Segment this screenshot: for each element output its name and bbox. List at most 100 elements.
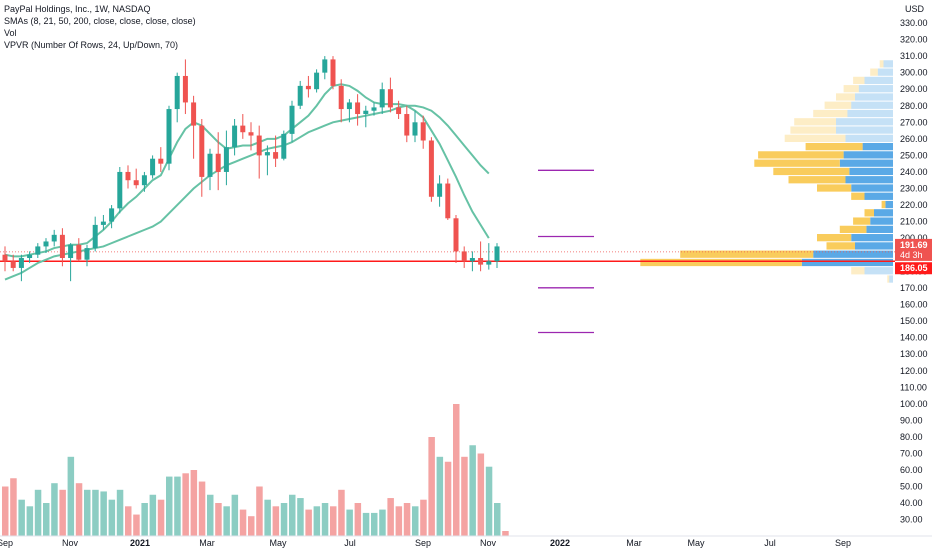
vp-up-bar	[849, 167, 893, 176]
candle[interactable]	[76, 238, 82, 262]
candle[interactable]	[125, 165, 131, 189]
vp-down-bar	[773, 167, 850, 176]
candle[interactable]	[387, 77, 393, 113]
volume-bar	[305, 509, 312, 536]
candle-body	[322, 59, 328, 73]
candle[interactable]	[68, 243, 74, 282]
candle[interactable]	[223, 130, 229, 186]
legend-volume-indicator[interactable]: Vol	[4, 28, 17, 38]
candle[interactable]	[486, 243, 492, 270]
candle[interactable]	[51, 229, 57, 247]
volume-bar	[330, 506, 337, 536]
candle[interactable]	[141, 171, 147, 192]
candle[interactable]	[437, 175, 443, 207]
legend-sma-indicator[interactable]: SMAs (8, 21, 50, 200, close, close, clos…	[4, 16, 196, 26]
candle[interactable]	[404, 105, 410, 143]
candle-body	[207, 153, 213, 177]
vp-down-bar	[836, 93, 855, 101]
vp-down-bar	[843, 85, 859, 93]
candle[interactable]	[420, 115, 426, 149]
candle[interactable]	[346, 99, 352, 123]
candle[interactable]	[494, 243, 500, 268]
candle[interactable]	[338, 79, 344, 123]
time-tick-label: Mar	[626, 538, 642, 548]
time-tick-label: Sep	[835, 538, 851, 548]
candle[interactable]	[43, 238, 49, 254]
candle[interactable]	[199, 118, 205, 197]
candle[interactable]	[297, 80, 303, 110]
candle[interactable]	[174, 72, 180, 123]
candle[interactable]	[363, 105, 369, 128]
candle[interactable]	[396, 100, 402, 119]
candle[interactable]	[207, 148, 213, 191]
candle[interactable]	[10, 254, 16, 272]
candle[interactable]	[453, 214, 459, 263]
candle[interactable]	[273, 135, 279, 167]
candle[interactable]	[256, 125, 262, 179]
candle[interactable]	[100, 214, 106, 230]
candle[interactable]	[35, 243, 41, 259]
candle[interactable]	[27, 251, 33, 263]
volume-bar	[26, 506, 34, 536]
volume-bar	[362, 512, 370, 536]
vp-down-bar	[887, 275, 890, 283]
candle[interactable]	[461, 246, 467, 268]
vp-up-bar	[866, 225, 893, 234]
candle[interactable]	[92, 216, 98, 252]
sma-fast-line[interactable]	[4, 83, 490, 258]
candle-body	[256, 135, 262, 156]
volume-bar	[444, 461, 452, 536]
candle[interactable]	[281, 130, 287, 161]
line-price-badge[interactable]: 186.05	[895, 262, 932, 275]
candle[interactable]	[158, 147, 164, 172]
candle[interactable]	[59, 228, 65, 267]
candle[interactable]	[330, 56, 336, 90]
candle[interactable]	[166, 105, 172, 171]
candle-body	[305, 85, 311, 90]
candle[interactable]	[84, 244, 90, 267]
candle[interactable]	[240, 114, 246, 139]
candle[interactable]	[215, 132, 221, 191]
candle[interactable]	[305, 75, 311, 98]
candle-body	[92, 224, 98, 249]
vp-up-bar	[855, 93, 893, 101]
candle[interactable]	[428, 137, 434, 202]
candle[interactable]	[445, 178, 451, 220]
candle[interactable]	[379, 82, 385, 115]
candle[interactable]	[18, 254, 24, 282]
candle[interactable]	[150, 155, 156, 179]
volume-bar	[248, 516, 255, 536]
candle-body	[133, 180, 139, 186]
candle[interactable]	[117, 166, 123, 214]
candle[interactable]	[191, 95, 197, 159]
legend-vpvr-indicator[interactable]: VPVR (Number Of Rows, 24, Up/Down, 70)	[4, 40, 179, 50]
candle[interactable]	[289, 100, 295, 143]
candle[interactable]	[371, 102, 377, 116]
candle[interactable]	[322, 56, 328, 80]
legend-symbol-title[interactable]: PayPal Holdings, Inc., 1W, NASDAQ	[4, 4, 151, 14]
candle[interactable]	[248, 122, 254, 151]
candle[interactable]	[355, 94, 361, 126]
candle[interactable]	[2, 246, 8, 272]
volume-bar	[108, 499, 116, 536]
candle-body	[191, 102, 197, 126]
candle-body	[248, 132, 254, 136]
vp-up-bar	[874, 209, 893, 217]
vp-up-bar	[858, 85, 893, 93]
candle[interactable]	[469, 251, 475, 272]
candle[interactable]	[478, 241, 484, 272]
candle[interactable]	[264, 145, 270, 176]
candle[interactable]	[412, 110, 418, 143]
candle[interactable]	[314, 69, 320, 93]
candle[interactable]	[182, 59, 188, 115]
candle[interactable]	[133, 168, 139, 189]
candle[interactable]	[232, 118, 238, 156]
volume-bar	[157, 499, 165, 536]
candle-body	[150, 158, 156, 176]
currency-label[interactable]: USD	[905, 4, 925, 14]
candle[interactable]	[109, 205, 115, 229]
time-tick-label: Jul	[344, 538, 356, 548]
